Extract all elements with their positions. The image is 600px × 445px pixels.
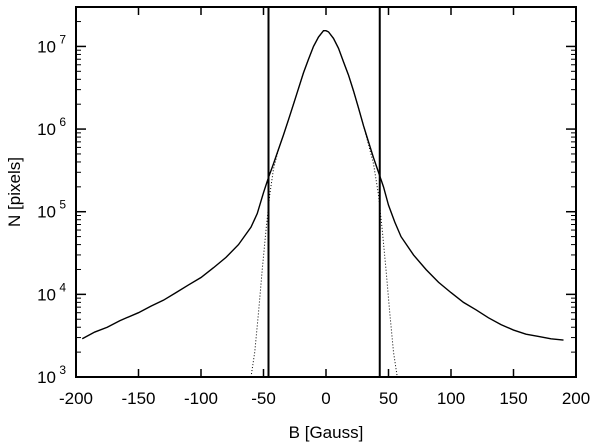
x-ticks: -200 -150 -100 -50 0 50 100 150 200 <box>59 7 590 408</box>
vertical-marker-lines <box>267 7 381 377</box>
x-axis-label: B [Gauss] <box>289 423 364 442</box>
y-tick-label-exponent: 5 <box>59 198 66 212</box>
series-line-dotted <box>250 30 398 378</box>
y-tick-label-exponent: 7 <box>59 32 66 46</box>
x-tick-label: 150 <box>499 389 527 408</box>
y-tick-label: 10 <box>37 203 56 222</box>
y-tick-label: 10 <box>37 285 56 304</box>
y-tick-label: 10 <box>37 37 56 56</box>
x-tick-label: 100 <box>437 389 465 408</box>
y-tick-label-exponent: 3 <box>59 363 66 377</box>
x-tick-label: -50 <box>251 389 276 408</box>
y-axis-label: N [pixels] <box>5 157 24 227</box>
series-line-solid <box>81 30 564 341</box>
y-tick-label: 10 <box>37 368 56 387</box>
y-tick-label: 10 <box>37 120 56 139</box>
series-group <box>81 30 564 378</box>
x-tick-label: 0 <box>321 389 330 408</box>
x-tick-label: -100 <box>184 389 218 408</box>
y-tick-label-exponent: 6 <box>59 115 66 129</box>
x-tick-label: 200 <box>562 389 590 408</box>
x-tick-label: -200 <box>59 389 93 408</box>
y-tick-label-exponent: 4 <box>59 280 66 294</box>
plot-frame <box>75 6 577 378</box>
x-tick-label: -150 <box>121 389 155 408</box>
x-tick-label: 50 <box>379 389 398 408</box>
